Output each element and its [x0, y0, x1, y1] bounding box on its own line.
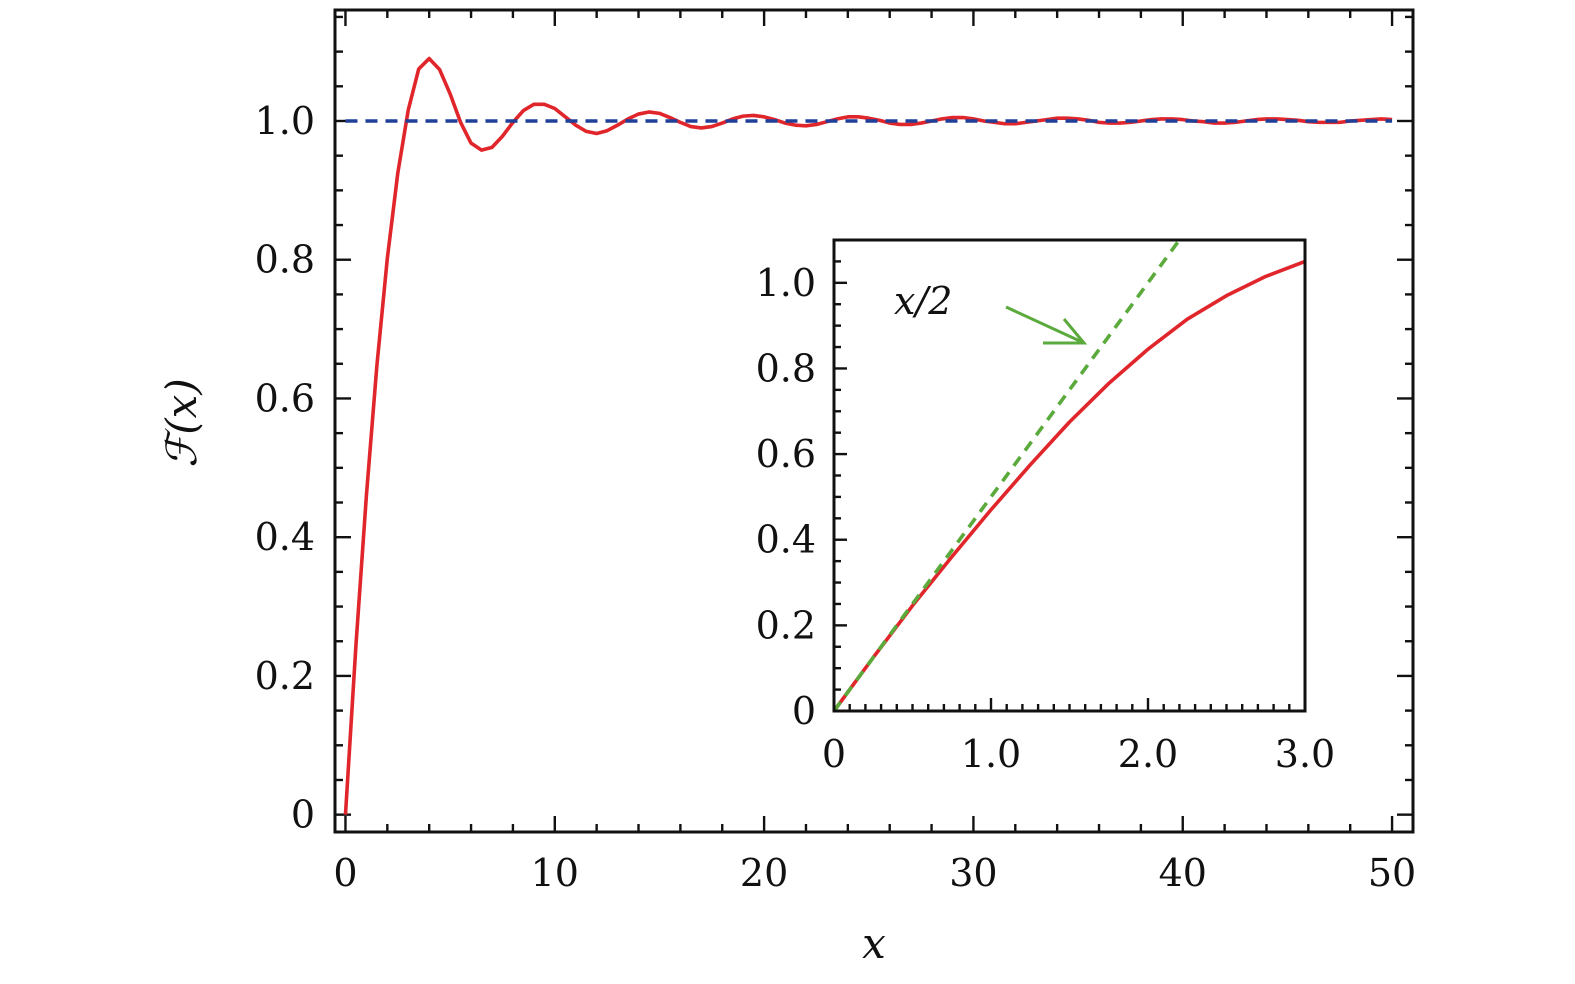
inset-series [832, 238, 1306, 713]
main-x-tick-labels: 0 10 20 30 40 50 [333, 851, 1416, 895]
inset-series-dashed-line [832, 238, 1181, 713]
main-y-tick-label: 0.8 [255, 238, 315, 282]
inset-ticks [832, 238, 1307, 713]
main-y-tick-label: 0.4 [255, 515, 315, 559]
main-series-curve [343, 56, 1393, 815]
main-y-tick-label: 0.6 [255, 376, 315, 420]
main-x-tick-label: 40 [1159, 851, 1207, 895]
inset-y-tick-label: 0.6 [756, 432, 816, 476]
main-y-tick-label: 1.0 [255, 99, 315, 143]
main-x-tick-label: 50 [1368, 851, 1416, 895]
inset-y-tick-label: 0 [792, 689, 816, 733]
main-x-tick-label: 30 [949, 851, 997, 895]
inset-y-tick-label: 0.2 [756, 603, 816, 647]
inset-x-tick-labels: 0 1.0 2.0 3.0 [822, 732, 1335, 776]
annotation-x-over-2: x/2 [894, 279, 952, 323]
inset-x-tick-label: 2.0 [1118, 732, 1178, 776]
main-x-axis-label: x [862, 919, 886, 968]
main-y-tick-label: 0 [291, 793, 315, 837]
annotation-arrow-head [1043, 318, 1088, 345]
main-x-tick-label: 20 [740, 851, 788, 895]
main-chart: 0 10 20 30 40 50 0 0.2 0.4 0.6 0.8 1.0 x ℱ(x) [157, 8, 1416, 968]
inset-x-tick-label: 0 [822, 732, 846, 776]
inset-x-tick-label: 3.0 [1275, 732, 1335, 776]
annotation-arrow-shaft [1005, 305, 1083, 344]
main-x-tick-label: 0 [333, 851, 357, 895]
main-y-axis-label: ℱ(x) [157, 378, 206, 467]
main-ticks [335, 10, 1413, 832]
inset-y-tick-label: 1.0 [756, 261, 816, 305]
main-x-tick-label: 10 [531, 851, 579, 895]
inset-y-tick-labels: 0 0.2 0.4 0.6 0.8 1.0 [756, 261, 816, 733]
main-y-tick-label: 0.2 [255, 654, 315, 698]
main-plot-frame [333, 8, 1415, 834]
inset-x-tick-label: 1.0 [961, 732, 1021, 776]
inset-y-tick-label: 0.4 [756, 518, 816, 562]
inset-background [834, 240, 1305, 711]
main-y-tick-labels: 0 0.2 0.4 0.6 0.8 1.0 [255, 99, 315, 837]
inset-series-curve [832, 259, 1306, 713]
main-series [343, 56, 1393, 815]
inset-chart: 0 1.0 2.0 3.0 0 0.2 0.4 0.6 0.8 1.0 x/2 [756, 238, 1335, 776]
inset-y-tick-label: 0.8 [756, 346, 816, 390]
inset-annotation: x/2 [894, 279, 1088, 345]
